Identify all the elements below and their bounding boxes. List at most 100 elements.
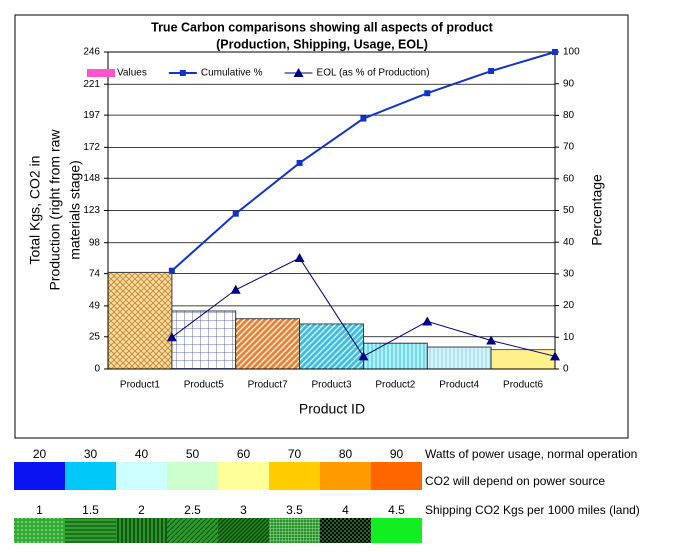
bar-hatch	[171, 310, 237, 370]
y2-tick-label: 100	[563, 47, 580, 58]
plot-border	[107, 51, 556, 370]
y-tick-label: 25	[89, 331, 101, 342]
power-legend-note: CO2 will depend on power source	[425, 474, 605, 488]
power-cell	[371, 462, 422, 490]
shipping-value: 3.5	[286, 503, 303, 517]
bar-hatch	[235, 318, 300, 370]
power-cell	[167, 462, 218, 490]
y-tick-label: 246	[83, 47, 100, 58]
shipping-legend-label: Shipping CO2 Kgs per 1000 miles (land)	[425, 503, 640, 517]
x-tick-label: Product5	[184, 380, 224, 391]
y2-tick-label: 40	[563, 237, 575, 248]
x-tick-label: Product3	[311, 380, 351, 391]
power-value: 90	[390, 447, 404, 461]
series-marker	[168, 267, 175, 274]
y2-tick-label: 10	[563, 332, 575, 343]
power-cell	[65, 462, 116, 490]
shipping-hatch	[218, 518, 269, 543]
power-value: 20	[33, 447, 47, 461]
shipping-hatch	[167, 518, 218, 543]
legend-label: Values	[117, 68, 147, 79]
y2-tick-label: 30	[563, 269, 575, 280]
x-tick-label: Product2	[375, 380, 415, 391]
legend-marker	[179, 70, 186, 76]
series-marker	[166, 332, 177, 342]
x-tick-label: Product4	[439, 380, 479, 391]
x-tick-label: Product6	[503, 380, 543, 391]
bar-hatch	[426, 346, 492, 370]
shipping-hatch	[269, 518, 320, 543]
y2-tick-label: 20	[563, 300, 575, 311]
series-marker	[230, 284, 241, 294]
y-tick-label: 74	[89, 268, 101, 279]
series-marker	[296, 159, 303, 166]
y-tick-label: 98	[89, 237, 101, 248]
bar-hatch	[363, 342, 428, 370]
power-value: 30	[84, 447, 98, 461]
series-marker	[360, 115, 367, 122]
series-marker	[550, 351, 560, 361]
shipping-value: 1	[36, 503, 43, 517]
shipping-value: 1.5	[82, 503, 99, 517]
legend-swatch	[87, 69, 115, 77]
y-tick-label: 221	[83, 79, 100, 90]
y2-tick-label: 50	[563, 205, 575, 216]
power-value: 40	[135, 447, 149, 461]
chart-subtitle: (Production, Shipping, Usage, EOL)	[216, 37, 428, 51]
shipping-hatch	[14, 518, 65, 543]
bar	[490, 349, 556, 370]
series-marker	[422, 316, 433, 326]
y2-tick-label: 70	[563, 142, 575, 153]
series-marker	[358, 351, 369, 361]
y-axis-label: Total Kgs, CO2 in	[27, 156, 43, 265]
power-cell	[14, 462, 65, 490]
power-value: 60	[237, 447, 251, 461]
power-cell	[320, 462, 371, 490]
power-value: 50	[186, 447, 200, 461]
shipping-value: 2.5	[184, 503, 201, 517]
shipping-value: 4	[342, 503, 349, 517]
legend-label: EOL (as % of Production)	[317, 68, 430, 79]
power-value: 70	[288, 447, 302, 461]
shipping-cell	[371, 518, 422, 543]
y-tick-label: 0	[94, 364, 100, 375]
series-marker	[552, 49, 558, 55]
bar-hatch	[107, 271, 173, 370]
legend-label: Cumulative %	[201, 68, 263, 79]
y2-axis-label: Percentage	[589, 174, 605, 246]
x-tick-label: Product7	[248, 380, 288, 391]
legend-marker	[293, 68, 304, 77]
y2-tick-label: 80	[563, 110, 575, 121]
chart-title: True Carbon comparisons showing all aspe…	[151, 20, 494, 34]
series-marker	[424, 90, 431, 97]
power-cell	[218, 462, 269, 490]
y2-tick-label: 90	[563, 78, 575, 89]
shipping-value: 3	[240, 503, 247, 517]
series-marker	[488, 68, 495, 75]
series-marker	[294, 253, 305, 263]
series-marker	[486, 335, 497, 345]
y-axis-label: Production (right from raw	[47, 129, 63, 291]
shipping-value: 2	[138, 503, 145, 517]
y-tick-label: 49	[89, 300, 101, 311]
shipping-hatch	[65, 518, 116, 543]
power-cell	[269, 462, 320, 490]
x-tick-label: Product1	[120, 380, 160, 391]
y2-tick-label: 0	[563, 364, 569, 375]
shipping-hatch	[116, 518, 167, 543]
bar-hatch	[299, 323, 364, 370]
power-value: 80	[339, 447, 353, 461]
y-tick-label: 123	[83, 205, 100, 216]
shipping-hatch	[320, 518, 371, 543]
x-axis-label: Product ID	[299, 401, 365, 417]
series-marker	[232, 210, 239, 217]
y-tick-label: 148	[83, 173, 100, 184]
shipping-value: 4.5	[388, 503, 405, 517]
power-legend-label: Watts of power usage, normal operation	[425, 447, 637, 461]
y-tick-label: 172	[83, 142, 100, 153]
power-cell	[116, 462, 167, 490]
y-tick-label: 197	[83, 110, 100, 121]
y-axis-label: materials stage)	[67, 160, 83, 260]
y2-tick-label: 60	[563, 173, 575, 184]
